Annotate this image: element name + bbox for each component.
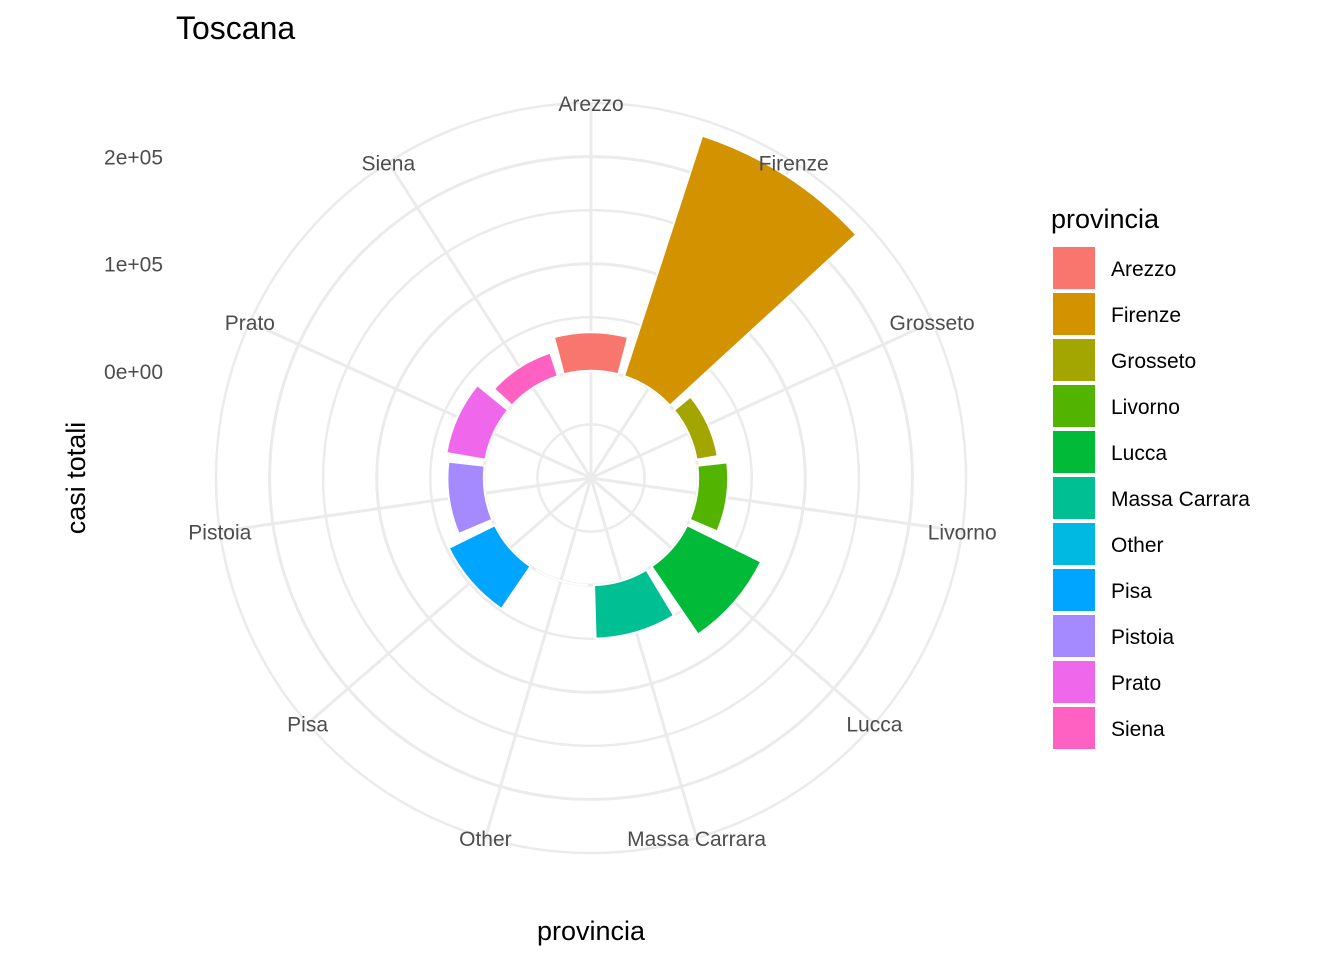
bar-siena (492, 351, 560, 407)
y-tick-label: 1e+05 (104, 254, 163, 277)
category-label: Siena (361, 153, 415, 176)
bar-grosseto (672, 395, 719, 461)
bar-firenze (622, 134, 858, 407)
category-label: Grosseto (889, 312, 974, 335)
legend-label: Livorno (1111, 396, 1180, 419)
category-label: Massa Carrara (627, 828, 766, 851)
bar-massa-carrara (593, 568, 676, 640)
grid-spoke (387, 161, 593, 479)
legend-swatch (1053, 615, 1095, 657)
legend-swatch (1053, 661, 1095, 703)
category-label: Prato (225, 312, 275, 335)
category-label: Pisa (287, 714, 328, 737)
grid-spoke (590, 320, 933, 480)
legend-swatch (1053, 707, 1095, 749)
legend-title: provincia (1051, 204, 1160, 234)
category-label: Livorno (928, 521, 997, 544)
legend-label: Massa Carrara (1111, 488, 1250, 511)
bar-arezzo (552, 331, 630, 376)
grid-spoke (306, 476, 592, 725)
bars (445, 134, 858, 640)
legend-swatch (1053, 477, 1095, 519)
legend-label: Pistoia (1111, 626, 1174, 649)
legend-label: Lucca (1111, 442, 1167, 465)
bar-lucca (650, 523, 763, 636)
grid-spoke (219, 476, 592, 533)
legend-label: Siena (1111, 718, 1165, 741)
grid-spoke (589, 477, 699, 839)
category-labels: Arezzo Firenze Grosseto Livorno Lucca Massa C… (188, 93, 996, 851)
bar-prato (445, 383, 510, 461)
legend-swatch (1053, 339, 1095, 381)
chart-title: Toscana (176, 10, 295, 46)
legend-label: Prato (1111, 672, 1161, 695)
category-label: Other (459, 828, 512, 851)
bar-pistoia (446, 460, 494, 536)
y-axis-ticks: 0e+00 1e+05 2e+05 (104, 147, 163, 384)
grid-spoke (483, 477, 593, 839)
legend-swatch (1053, 385, 1095, 427)
legend-swatch (1053, 523, 1095, 565)
category-label: Firenze (759, 153, 829, 176)
legend-swatch (1053, 431, 1095, 473)
y-tick-label: 2e+05 (104, 147, 163, 170)
bar-livorno (688, 461, 730, 533)
category-label: Lucca (846, 714, 902, 737)
grid (214, 101, 968, 855)
y-axis-title: casi totali (61, 422, 91, 535)
grid-spoke (590, 476, 963, 533)
legend: provincia Arezzo Firenze Grosseto Livorno Lu… (1051, 204, 1250, 749)
x-axis-title: provincia (537, 916, 646, 946)
legend-label: Other (1111, 534, 1164, 557)
legend-label: Pisa (1111, 580, 1152, 603)
legend-swatch (1053, 569, 1095, 611)
bar-pisa (447, 523, 532, 611)
bar-other (535, 568, 588, 587)
legend-label: Firenze (1111, 304, 1181, 327)
category-label: Pistoia (188, 521, 251, 544)
legend-swatch (1053, 293, 1095, 335)
legend-label: Arezzo (1111, 258, 1176, 281)
legend-swatch (1053, 247, 1095, 289)
grid-spoke (249, 320, 592, 480)
legend-label: Grosseto (1111, 350, 1196, 373)
y-tick-label: 0e+00 (104, 361, 163, 384)
category-label: Arezzo (558, 93, 623, 116)
